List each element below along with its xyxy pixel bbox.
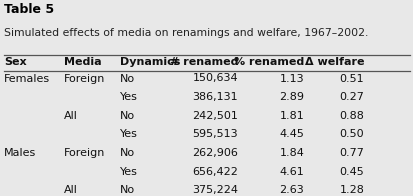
- Text: 262,906: 262,906: [192, 148, 237, 158]
- Text: 242,501: 242,501: [192, 111, 237, 121]
- Text: Females: Females: [4, 74, 50, 83]
- Text: 150,634: 150,634: [192, 74, 237, 83]
- Text: Males: Males: [4, 148, 36, 158]
- Text: 386,131: 386,131: [192, 92, 237, 102]
- Text: 375,224: 375,224: [192, 185, 237, 195]
- Text: All: All: [64, 111, 78, 121]
- Text: Foreign: Foreign: [64, 148, 105, 158]
- Text: 4.61: 4.61: [279, 167, 304, 177]
- Text: 4.45: 4.45: [279, 129, 304, 139]
- Text: % renamed: % renamed: [233, 57, 304, 67]
- Text: 595,513: 595,513: [192, 129, 237, 139]
- Text: 1.81: 1.81: [279, 111, 304, 121]
- Text: No: No: [120, 111, 135, 121]
- Text: No: No: [120, 74, 135, 83]
- Text: # renamed: # renamed: [169, 57, 237, 67]
- Text: 1.13: 1.13: [279, 74, 304, 83]
- Text: Δ welfare: Δ welfare: [304, 57, 363, 67]
- Text: Simulated effects of media on renamings and welfare, 1967–2002.: Simulated effects of media on renamings …: [4, 28, 368, 38]
- Text: Media: Media: [64, 57, 102, 67]
- Text: Sex: Sex: [4, 57, 27, 67]
- Text: No: No: [120, 148, 135, 158]
- Text: 0.88: 0.88: [339, 111, 363, 121]
- Text: 0.27: 0.27: [339, 92, 363, 102]
- Text: 1.84: 1.84: [279, 148, 304, 158]
- Text: All: All: [64, 185, 78, 195]
- Text: Foreign: Foreign: [64, 74, 105, 83]
- Text: Yes: Yes: [120, 129, 138, 139]
- Text: Table 5: Table 5: [4, 3, 54, 16]
- Text: 656,422: 656,422: [192, 167, 237, 177]
- Text: 2.89: 2.89: [279, 92, 304, 102]
- Text: Yes: Yes: [120, 92, 138, 102]
- Text: No: No: [120, 185, 135, 195]
- Text: 0.45: 0.45: [339, 167, 363, 177]
- Text: 0.77: 0.77: [339, 148, 363, 158]
- Text: 2.63: 2.63: [279, 185, 304, 195]
- Text: 0.50: 0.50: [339, 129, 363, 139]
- Text: Yes: Yes: [120, 167, 138, 177]
- Text: 1.28: 1.28: [339, 185, 363, 195]
- Text: 0.51: 0.51: [339, 74, 363, 83]
- Text: Dynamics: Dynamics: [120, 57, 180, 67]
